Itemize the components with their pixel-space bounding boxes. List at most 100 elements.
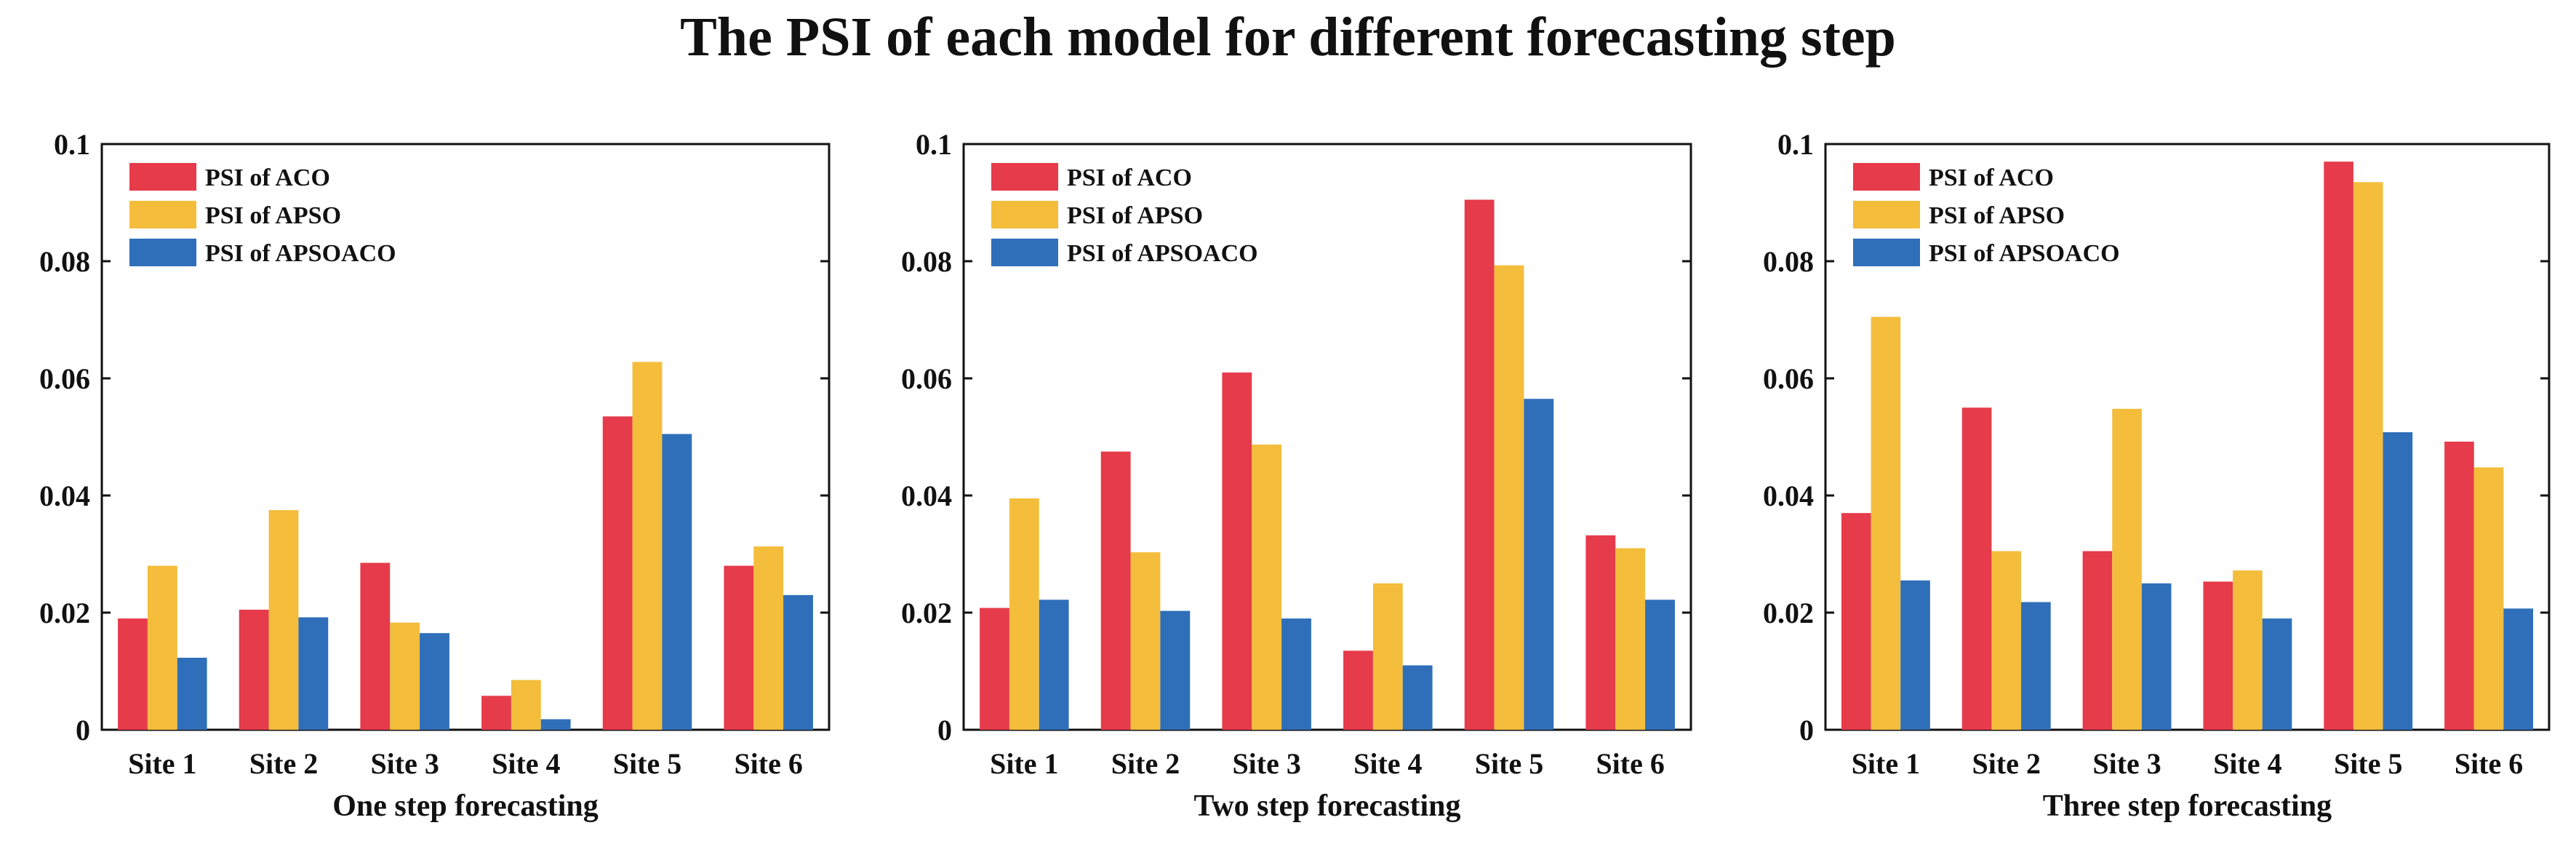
legend-swatch-2 (129, 201, 196, 228)
x-tick-label: Site 4 (492, 747, 560, 780)
x-tick-label: Site 6 (734, 747, 802, 780)
x-tick-label: Site 3 (2092, 747, 2161, 780)
x-tick-label: Site 2 (1972, 747, 2041, 780)
bar-3-4 (540, 719, 571, 730)
bar-2-4 (2233, 570, 2263, 730)
bar-1-3 (1222, 372, 1252, 730)
legend-swatch-1 (129, 163, 196, 191)
bar-2-5 (2353, 182, 2383, 730)
bar-2-2 (268, 510, 299, 730)
axes-frame (962, 143, 1692, 731)
bar-2-2 (1991, 551, 2022, 730)
legend-label-2: PSI of APSO (205, 202, 341, 229)
y-tick-label: 0.02 (1763, 597, 1814, 629)
x-tick-label: Site 2 (249, 747, 318, 780)
bar-2-6 (2473, 467, 2504, 730)
bar-2-1 (1871, 316, 1901, 730)
bar-3-6 (2503, 608, 2534, 730)
bar-1-1 (980, 608, 1009, 730)
bar-1-3 (360, 562, 391, 730)
legend-swatch-3 (129, 239, 196, 266)
bar-1-5 (2324, 162, 2353, 730)
legend-label-3: PSI of APSOACO (205, 240, 396, 267)
chart-panel-2: 0 0.02 0.04 0.06 0.08 0.1 Site 1 Site 2 Site 3 Si… (901, 128, 1692, 823)
bar-2-4 (1372, 583, 1403, 730)
bar-2-5 (1494, 265, 1524, 730)
bar-2-3 (2112, 408, 2142, 730)
bar-1-2 (1961, 407, 1992, 730)
y-tick-label: 0.02 (39, 597, 90, 629)
bar-3-4 (1402, 665, 1433, 730)
bar-3-2 (1160, 610, 1191, 730)
x-tick-label: Site 5 (2334, 747, 2402, 780)
bar-2-2 (1130, 552, 1161, 730)
axes-frame (1824, 143, 2551, 731)
x-tick-label: Site 3 (370, 747, 439, 780)
y-tick-label: 0.06 (901, 362, 952, 395)
bar-3-6 (1645, 600, 1675, 730)
bar-3-6 (783, 594, 813, 730)
bar-1-2 (1100, 451, 1131, 730)
bar-2-3 (1252, 444, 1282, 730)
x-tick-label: Site 1 (1852, 747, 1920, 780)
bar-3-4 (2262, 618, 2292, 730)
bar-3-1 (1039, 600, 1069, 730)
bar-1-3 (2082, 551, 2113, 730)
legend-swatch-1 (991, 163, 1058, 191)
y-tick-label: 0.08 (901, 245, 952, 278)
legend-label-2: PSI of APSO (1929, 202, 2065, 229)
x-tick-label: Site 4 (2213, 747, 2281, 780)
chart-panel-1: 0 0.02 0.04 0.06 0.08 0.1 Site 1 Site 2 Site 3 Si… (39, 128, 831, 823)
legend-swatch-1 (1853, 163, 1920, 191)
x-axis-label: Two step forecasting (1193, 789, 1460, 823)
y-tick-label: 0.02 (901, 597, 952, 629)
bar-3-5 (662, 434, 692, 730)
legend-label-1: PSI of ACO (205, 164, 330, 191)
y-tick-label: 0.06 (39, 362, 90, 395)
x-axis-label: One step forecasting (332, 789, 599, 823)
x-tick-label: Site 4 (1353, 747, 1422, 780)
bar-1-1 (118, 618, 148, 730)
x-tick-label: Site 6 (2455, 747, 2523, 780)
x-tick-label: Site 1 (128, 747, 196, 780)
y-tick-label: 0.04 (901, 479, 952, 512)
x-tick-label: Site 2 (1111, 747, 1180, 780)
axes-frame (100, 143, 831, 731)
bar-3-5 (1524, 399, 1554, 730)
x-tick-label: Site 6 (1596, 747, 1664, 780)
legend-swatch-2 (991, 201, 1058, 228)
bar-2-5 (632, 362, 663, 730)
bar-3-2 (2021, 602, 2051, 730)
y-tick-label: 0.08 (39, 245, 90, 278)
y-tick-label: 0.04 (1763, 479, 1814, 512)
bar-2-6 (1615, 548, 1646, 730)
y-tick-label: 0.1 (1777, 128, 1814, 161)
bar-1-6 (724, 565, 754, 730)
chart-title: The PSI of each model for different fore… (680, 7, 1896, 68)
chart-panel-3: 0 0.02 0.04 0.06 0.08 0.1 Site 1 Site 2 Site 3 Si… (1763, 128, 2551, 823)
y-tick-label: 0.1 (54, 128, 90, 161)
bar-2-3 (390, 622, 420, 730)
y-tick-label: 0.06 (1763, 362, 1814, 395)
bar-1-6 (2444, 441, 2474, 730)
bar-3-3 (1281, 618, 1311, 730)
y-tick-label: 0 (76, 714, 90, 747)
bar-1-5 (1464, 199, 1495, 730)
legend-label-3: PSI of APSOACO (1067, 240, 1258, 267)
bar-1-4 (1343, 650, 1373, 730)
y-tick-label: 0 (937, 714, 952, 747)
legend-swatch-3 (1853, 239, 1920, 266)
bar-3-3 (420, 633, 449, 730)
legend-label-1: PSI of ACO (1067, 164, 1192, 191)
legend-label-1: PSI of ACO (1929, 164, 2054, 191)
x-tick-label: Site 3 (1232, 747, 1300, 780)
bar-1-4 (481, 696, 511, 730)
x-tick-label: Site 5 (1475, 747, 1543, 780)
legend-swatch-3 (991, 239, 1058, 266)
bar-1-5 (602, 416, 633, 730)
bar-1-2 (239, 609, 269, 730)
y-tick-label: 0.1 (916, 128, 952, 161)
bar-1-1 (1841, 513, 1871, 730)
legend-label-3: PSI of APSOACO (1929, 240, 2120, 267)
